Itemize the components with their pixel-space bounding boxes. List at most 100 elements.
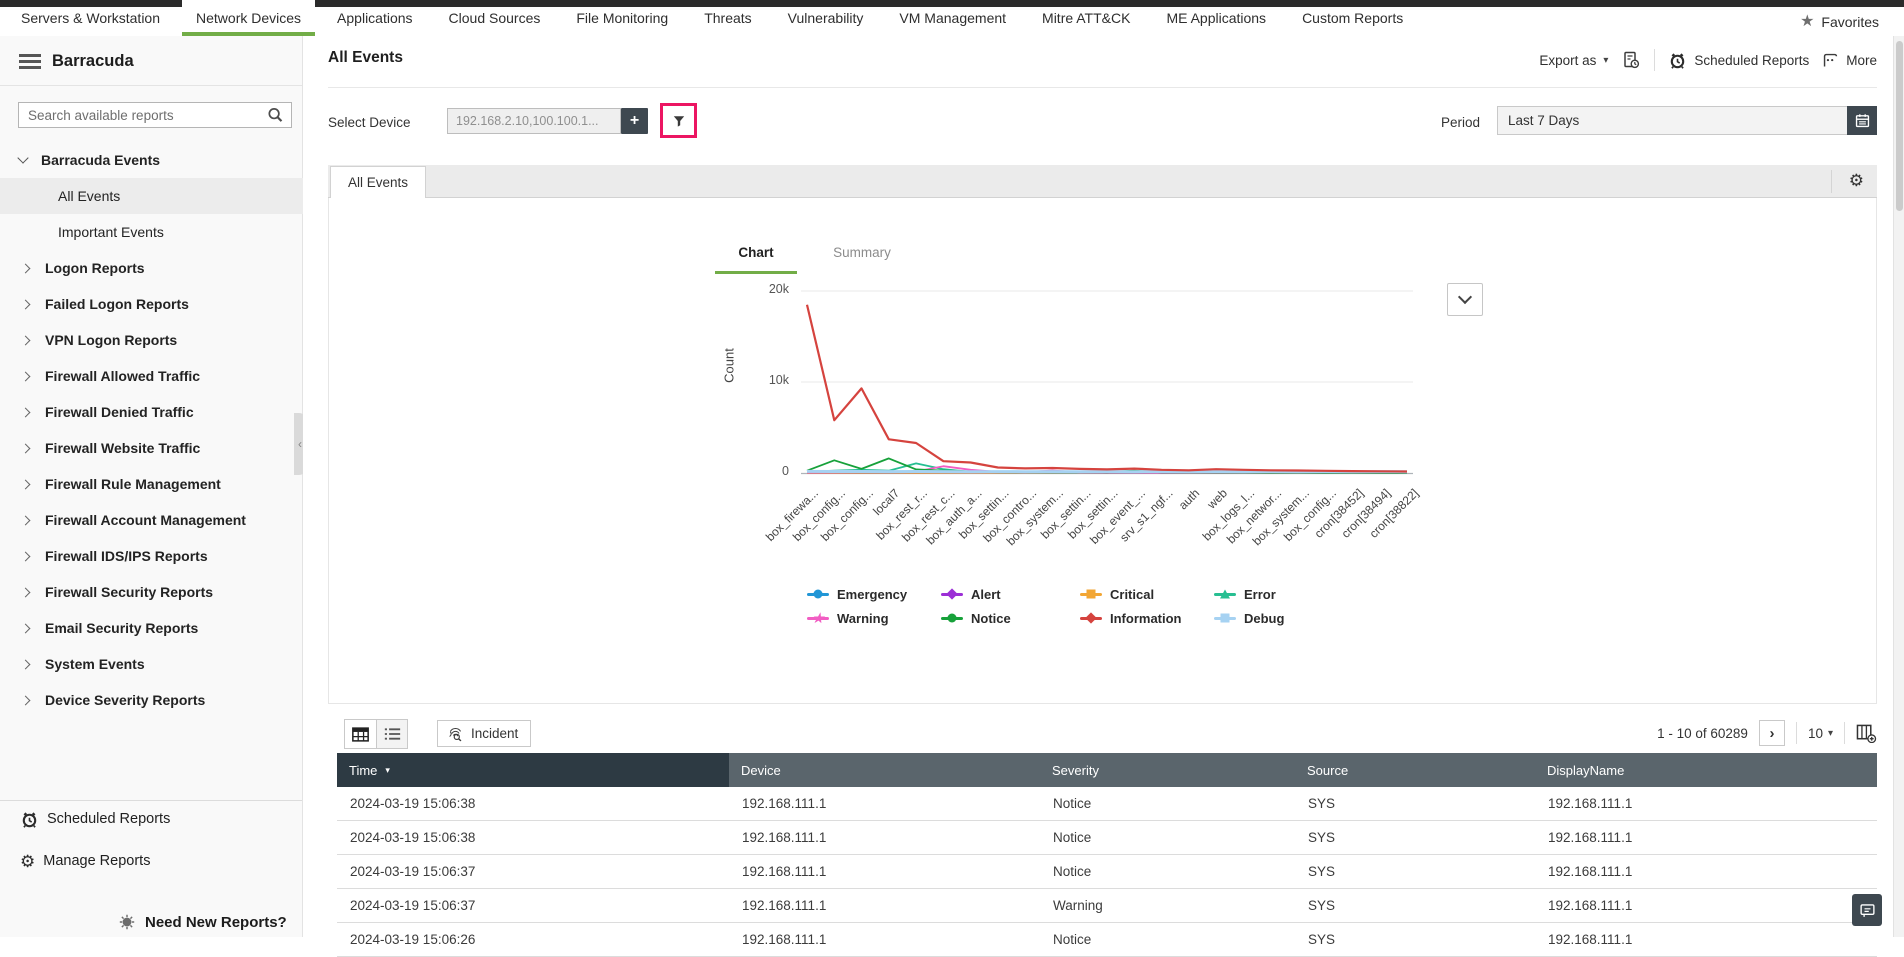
cell-device: 192.168.111.1 (729, 889, 1040, 922)
nav-tab-vm-management[interactable]: VM Management (899, 0, 1006, 36)
sidebar-item-system-events[interactable]: System Events (0, 646, 303, 682)
cell-severity: Notice (1040, 787, 1295, 820)
scrollbar-thumb[interactable] (1896, 41, 1903, 211)
tab-chart[interactable]: Chart (715, 245, 797, 260)
legend-item-emergency[interactable]: Emergency (807, 584, 941, 604)
tab-summary[interactable]: Summary (827, 245, 897, 260)
favorites-button[interactable]: ★ Favorites (1800, 7, 1879, 36)
legend-item-critical[interactable]: Critical (1080, 584, 1214, 604)
alarm-clock-icon (20, 810, 39, 829)
sidebar-manage-reports[interactable]: ⚙ Manage Reports (0, 845, 303, 877)
export-as-dropdown[interactable]: Export as ▾ (1539, 53, 1608, 68)
nav-tab-file-monitoring[interactable]: File Monitoring (576, 0, 668, 36)
sidebar-item-barracuda-events[interactable]: Barracuda Events (0, 142, 303, 178)
cell-displayname: 192.168.111.1 (1535, 821, 1877, 854)
sidebar-item-logon-reports[interactable]: Logon Reports (0, 250, 303, 286)
scheduled-reports-label: Scheduled Reports (47, 811, 170, 827)
page-size-value: 10 (1808, 726, 1823, 741)
nav-tab-applications[interactable]: Applications (337, 0, 413, 36)
add-column-icon[interactable] (1856, 724, 1877, 743)
page-size-dropdown[interactable]: 10 ▾ (1808, 726, 1833, 741)
legend-item-notice[interactable]: Notice (941, 608, 1080, 628)
manage-reports-label: Manage Reports (43, 853, 150, 869)
column-header-label: Device (741, 763, 781, 778)
more-menu-button[interactable]: More (1822, 52, 1877, 69)
search-input[interactable] (19, 108, 266, 123)
calendar-button[interactable] (1847, 106, 1877, 135)
column-header-displayname[interactable]: DisplayName (1535, 753, 1877, 787)
grid-view-button[interactable] (345, 720, 376, 748)
column-header-severity[interactable]: Severity (1040, 753, 1295, 787)
sidebar-item-email-security-reports[interactable]: Email Security Reports (0, 610, 303, 646)
nav-tab-vulnerability[interactable]: Vulnerability (788, 0, 864, 36)
legend-item-error[interactable]: Error (1214, 584, 1374, 604)
settings-gear-icon[interactable]: ⚙ (1849, 165, 1864, 197)
nav-tab-me-applications[interactable]: ME Applications (1166, 0, 1266, 36)
legend-label: Critical (1110, 587, 1154, 602)
sidebar-item-firewall-website-traffic[interactable]: Firewall Website Traffic (0, 430, 303, 466)
sidebar-item-all-events[interactable]: All Events (0, 178, 303, 214)
column-header-source[interactable]: Source (1295, 753, 1535, 787)
incident-button[interactable]: Incident (437, 720, 531, 747)
sidebar-item-firewall-ids-ips-reports[interactable]: Firewall IDS/IPS Reports (0, 538, 303, 574)
sidebar-item-device-severity-reports[interactable]: Device Severity Reports (0, 682, 303, 718)
sidebar-item-failed-logon-reports[interactable]: Failed Logon Reports (0, 286, 303, 322)
legend-item-information[interactable]: Information (1080, 608, 1214, 628)
fingerprint-search-icon (447, 725, 464, 742)
column-header-time[interactable]: Time▾ (337, 753, 729, 787)
device-input[interactable] (447, 108, 621, 134)
nav-tab-threats[interactable]: Threats (704, 0, 751, 36)
chevron-right-icon (21, 623, 31, 633)
sidebar-item-firewall-allowed-traffic[interactable]: Firewall Allowed Traffic (0, 358, 303, 394)
add-device-button[interactable]: + (621, 108, 648, 134)
hamburger-menu-icon[interactable] (19, 54, 41, 69)
legend-label: Emergency (837, 587, 907, 602)
nav-tab-custom-reports[interactable]: Custom Reports (1302, 0, 1403, 36)
nav-tab-mitre-att-ck[interactable]: Mitre ATT&CK (1042, 0, 1130, 36)
legend-marker-diamond-icon (941, 588, 963, 600)
cell-time: 2024-03-19 15:06:38 (337, 787, 729, 820)
legend-item-debug[interactable]: Debug (1214, 608, 1374, 628)
sort-desc-icon[interactable]: ▾ (385, 765, 390, 776)
search-icon[interactable] (266, 106, 284, 124)
legend-shape (948, 614, 957, 623)
filter-button-highlighted[interactable] (660, 103, 697, 138)
scheduled-reports-button[interactable]: Scheduled Reports (1668, 51, 1809, 70)
feedback-chat-button[interactable] (1852, 894, 1882, 926)
cell-source: SYS (1295, 787, 1535, 820)
list-view-button[interactable] (376, 720, 407, 748)
sidebar-scheduled-reports[interactable]: Scheduled Reports (0, 803, 303, 835)
scheduled-reports-label: Scheduled Reports (1694, 53, 1809, 68)
nav-tab-cloud-sources[interactable]: Cloud Sources (449, 0, 541, 36)
column-header-device[interactable]: Device (729, 753, 1040, 787)
need-new-reports-link[interactable]: Need New Reports? (0, 908, 303, 936)
chart-collapse-button[interactable] (1447, 283, 1483, 316)
legend-item-warning[interactable]: ★Warning (807, 608, 941, 628)
period-input[interactable] (1497, 106, 1877, 135)
lightbulb-icon (118, 913, 136, 931)
sidebar-item-vpn-logon-reports[interactable]: VPN Logon Reports (0, 322, 303, 358)
sidebar-item-important-events[interactable]: Important Events (0, 214, 303, 250)
next-page-button[interactable]: › (1759, 720, 1785, 746)
sidebar-item-firewall-security-reports[interactable]: Firewall Security Reports (0, 574, 303, 610)
report-tab-strip: All Events ⚙ (328, 165, 1877, 198)
sidebar-item-firewall-denied-traffic[interactable]: Firewall Denied Traffic (0, 394, 303, 430)
period-label: Period (1441, 115, 1480, 130)
cell-displayname: 192.168.111.1 (1535, 855, 1877, 888)
sidebar-item-firewall-account-management[interactable]: Firewall Account Management (0, 502, 303, 538)
nav-tab-network-devices[interactable]: Network Devices (196, 0, 301, 36)
report-tab-all-events[interactable]: All Events (330, 166, 426, 198)
page-scrollbar[interactable] (1893, 36, 1904, 937)
cell-source: SYS (1295, 889, 1535, 922)
nav-tab-servers-workstation[interactable]: Servers & Workstation (21, 0, 160, 36)
export-history-button[interactable] (1621, 50, 1641, 70)
sidebar-item-firewall-rule-management[interactable]: Firewall Rule Management (0, 466, 303, 502)
legend-item-alert[interactable]: Alert (941, 584, 1080, 604)
